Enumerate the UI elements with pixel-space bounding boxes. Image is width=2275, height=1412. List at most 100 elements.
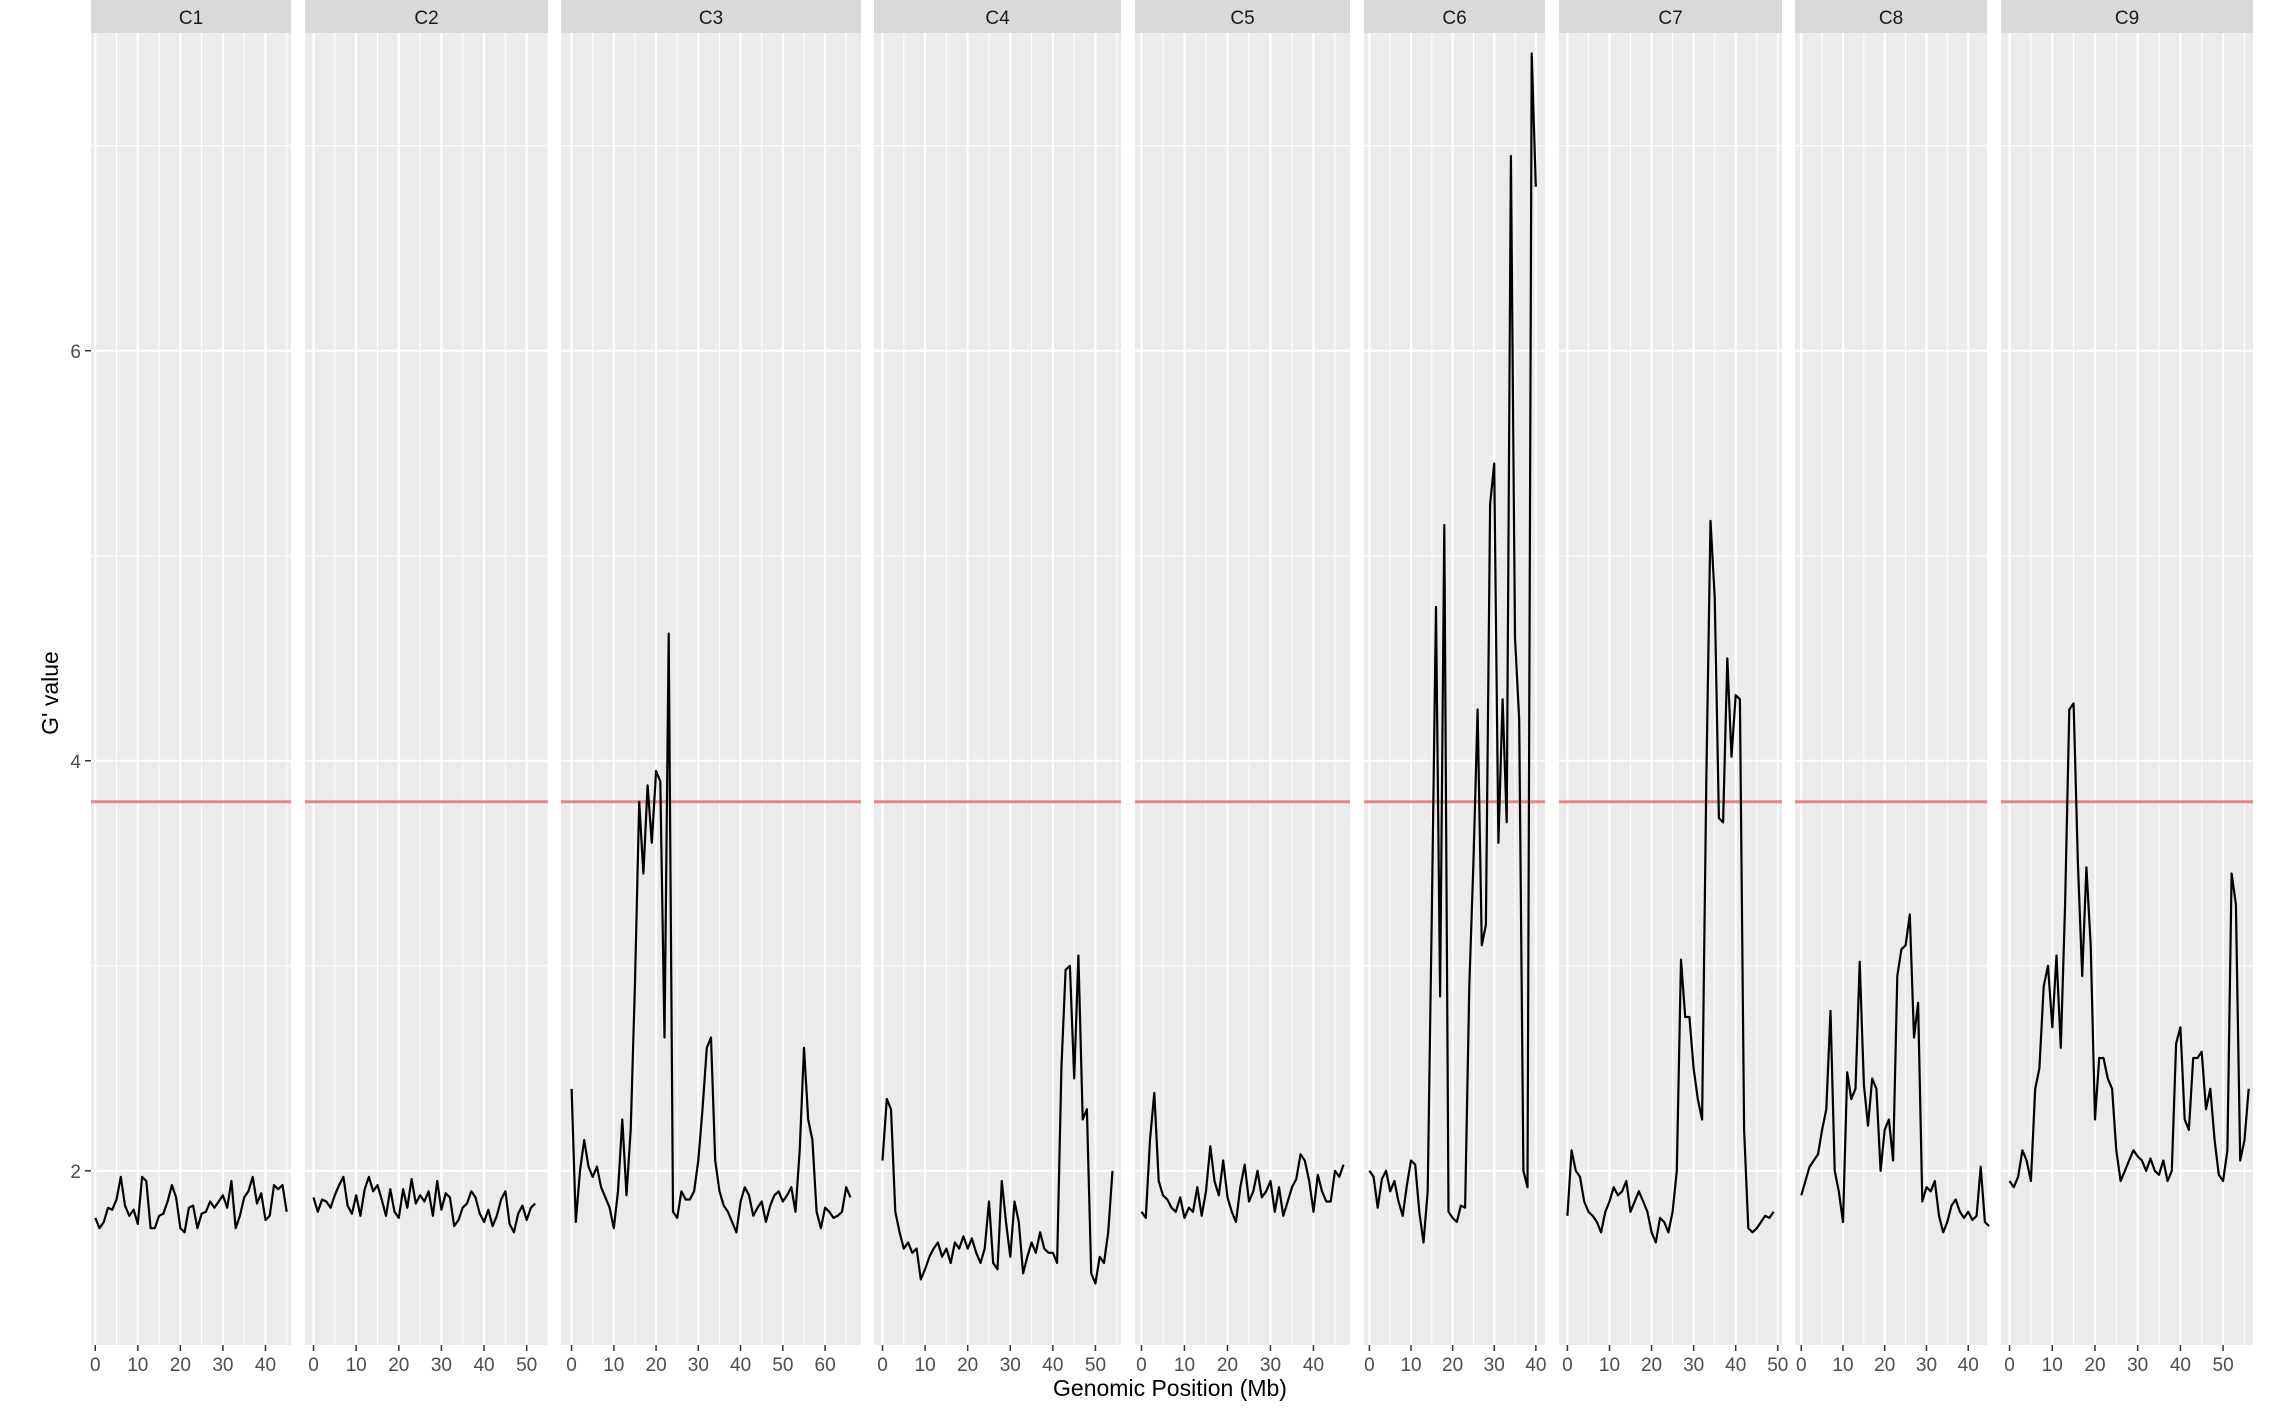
facet-strip-label-c3: C3	[699, 8, 723, 29]
facet-panel-c2: C2 0 10 20 30 40 50	[305, 0, 549, 1376]
x-tick-label: 40	[1042, 1355, 1063, 1376]
x-tick-label: 40	[2170, 1355, 2191, 1376]
x-tick-label: 20	[170, 1355, 191, 1376]
facet-strip-c2	[305, 0, 548, 33]
gprime-series-line-c1	[94, 1175, 288, 1234]
gprime-series-line-c2	[312, 1175, 536, 1234]
x-tick-label: 10	[1832, 1355, 1853, 1376]
facet-strip-c1	[91, 0, 291, 33]
x-tick-label: 10	[346, 1355, 367, 1376]
x-tick-label: 40	[730, 1355, 751, 1376]
facet-panel-c9: C9 0 10 20 30 40 50	[2001, 0, 2253, 1376]
x-tick-label: 50	[1767, 1355, 1788, 1376]
facet-strip-c7	[1559, 0, 1782, 33]
x-tick-label: 0	[1562, 1355, 1573, 1376]
panel-background-c4	[874, 33, 1121, 1345]
gprime-series-line-c5	[1140, 1091, 1345, 1224]
x-tick-label: 0	[308, 1355, 319, 1376]
facet-strip-label-c4: C4	[985, 8, 1010, 29]
x-tick-label: 10	[1400, 1355, 1421, 1376]
x-tick-label: 40	[1958, 1355, 1979, 1376]
facet-strip-label-c1: C1	[179, 8, 203, 29]
x-tick-label: 50	[1085, 1355, 1106, 1376]
x-tick-label: 20	[388, 1355, 409, 1376]
facet-panel-c5: C5 0 10 20 30 40	[1135, 0, 1350, 1376]
facet-strip-c9	[2001, 0, 2253, 33]
x-tick-label: 30	[1683, 1355, 1704, 1376]
x-tick-label: 30	[2127, 1355, 2148, 1376]
x-tick-label: 0	[2004, 1355, 2015, 1376]
panel-background-c8	[1795, 33, 1987, 1345]
x-tick-label: 40	[473, 1355, 494, 1376]
facet-strip-label-c6: C6	[1442, 8, 1466, 29]
x-tick-label: 10	[603, 1355, 624, 1376]
y-tick-label: 6	[70, 342, 81, 363]
facet-strip-label-c7: C7	[1658, 8, 1682, 29]
panel-background-c5	[1135, 33, 1350, 1345]
panel-background-c1	[91, 33, 291, 1345]
x-tick-label: 20	[1641, 1355, 1662, 1376]
y-tick-label: 2	[70, 1162, 81, 1183]
x-tick-label: 60	[815, 1355, 836, 1376]
x-tick-label: 20	[646, 1355, 667, 1376]
x-tick-label: 20	[1442, 1355, 1463, 1376]
facet-strip-c8	[1795, 0, 1987, 33]
gprime-series-line-c7	[1566, 519, 1775, 1244]
facet-panel-c3: C3 0 10 20 30 40 50 60	[561, 0, 861, 1376]
x-tick-label: 30	[1260, 1355, 1281, 1376]
x-tick-label: 0	[1364, 1355, 1375, 1376]
x-tick-label: 30	[1916, 1355, 1937, 1376]
panel-background-c9	[2001, 33, 2253, 1345]
x-tick-label: 20	[2084, 1355, 2105, 1376]
x-tick-label: 20	[1217, 1355, 1238, 1376]
panel-background-c7	[1559, 33, 1782, 1345]
facet-panel-c4: C4 0 10 20 30 40 50	[874, 0, 1121, 1376]
x-tick-label: 30	[212, 1355, 233, 1376]
panel-background-c2	[305, 33, 548, 1345]
gprime-series-line-c3	[570, 632, 852, 1234]
x-tick-label: 30	[1484, 1355, 1505, 1376]
gprime-series-line-c8	[1800, 913, 1990, 1234]
x-axis-title: Genomic Position (Mb)	[1053, 1375, 1287, 1401]
y-axis-title: G' value	[37, 651, 63, 735]
facet-strip-c4	[874, 0, 1121, 33]
facet-strip-label-c5: C5	[1230, 8, 1254, 29]
x-tick-label: 10	[1599, 1355, 1620, 1376]
x-tick-label: 40	[1525, 1355, 1546, 1376]
facet-strip-c5	[1135, 0, 1350, 33]
x-tick-label: 0	[566, 1355, 577, 1376]
x-tick-label: 10	[915, 1355, 936, 1376]
gprime-series-line-c9	[2008, 702, 2250, 1189]
facet-strip-c3	[561, 0, 861, 33]
x-tick-label: 50	[772, 1355, 793, 1376]
x-tick-label: 10	[127, 1355, 148, 1376]
facet-panel-c7: C7 0 10 20 30 40 50	[1559, 0, 1788, 1376]
x-tick-label: 50	[516, 1355, 537, 1376]
y-axis: 2 4 6	[70, 342, 91, 1183]
facet-panel-c6: C6 0 10 20 30 40	[1364, 0, 1546, 1376]
gprime-series-line-c6	[1368, 52, 1537, 1244]
facet-strip-label-c2: C2	[414, 8, 438, 29]
facet-strip-label-c9: C9	[2115, 8, 2139, 29]
x-tick-label: 30	[688, 1355, 709, 1376]
x-tick-label: 0	[1136, 1355, 1147, 1376]
x-tick-label: 40	[255, 1355, 276, 1376]
x-tick-label: 0	[877, 1355, 888, 1376]
x-tick-label: 50	[2213, 1355, 2234, 1376]
x-tick-label: 40	[1303, 1355, 1324, 1376]
facet-panel-c8: C8 0 10 20 30 40	[1795, 0, 1990, 1376]
x-tick-label: 20	[1874, 1355, 1895, 1376]
facet-strip-label-c8: C8	[1879, 8, 1903, 29]
facet-panel-c1: C1 0 10 20 30 40	[90, 0, 291, 1376]
x-tick-label: 40	[1725, 1355, 1746, 1376]
x-tick-label: 10	[1174, 1355, 1195, 1376]
x-tick-label: 10	[2042, 1355, 2063, 1376]
x-tick-label: 0	[1796, 1355, 1807, 1376]
facet-strip-c6	[1364, 0, 1545, 33]
x-tick-label: 30	[1000, 1355, 1021, 1376]
y-tick-label: 4	[70, 752, 81, 773]
x-tick-label: 0	[90, 1355, 101, 1376]
panel-background-c3	[561, 33, 861, 1345]
